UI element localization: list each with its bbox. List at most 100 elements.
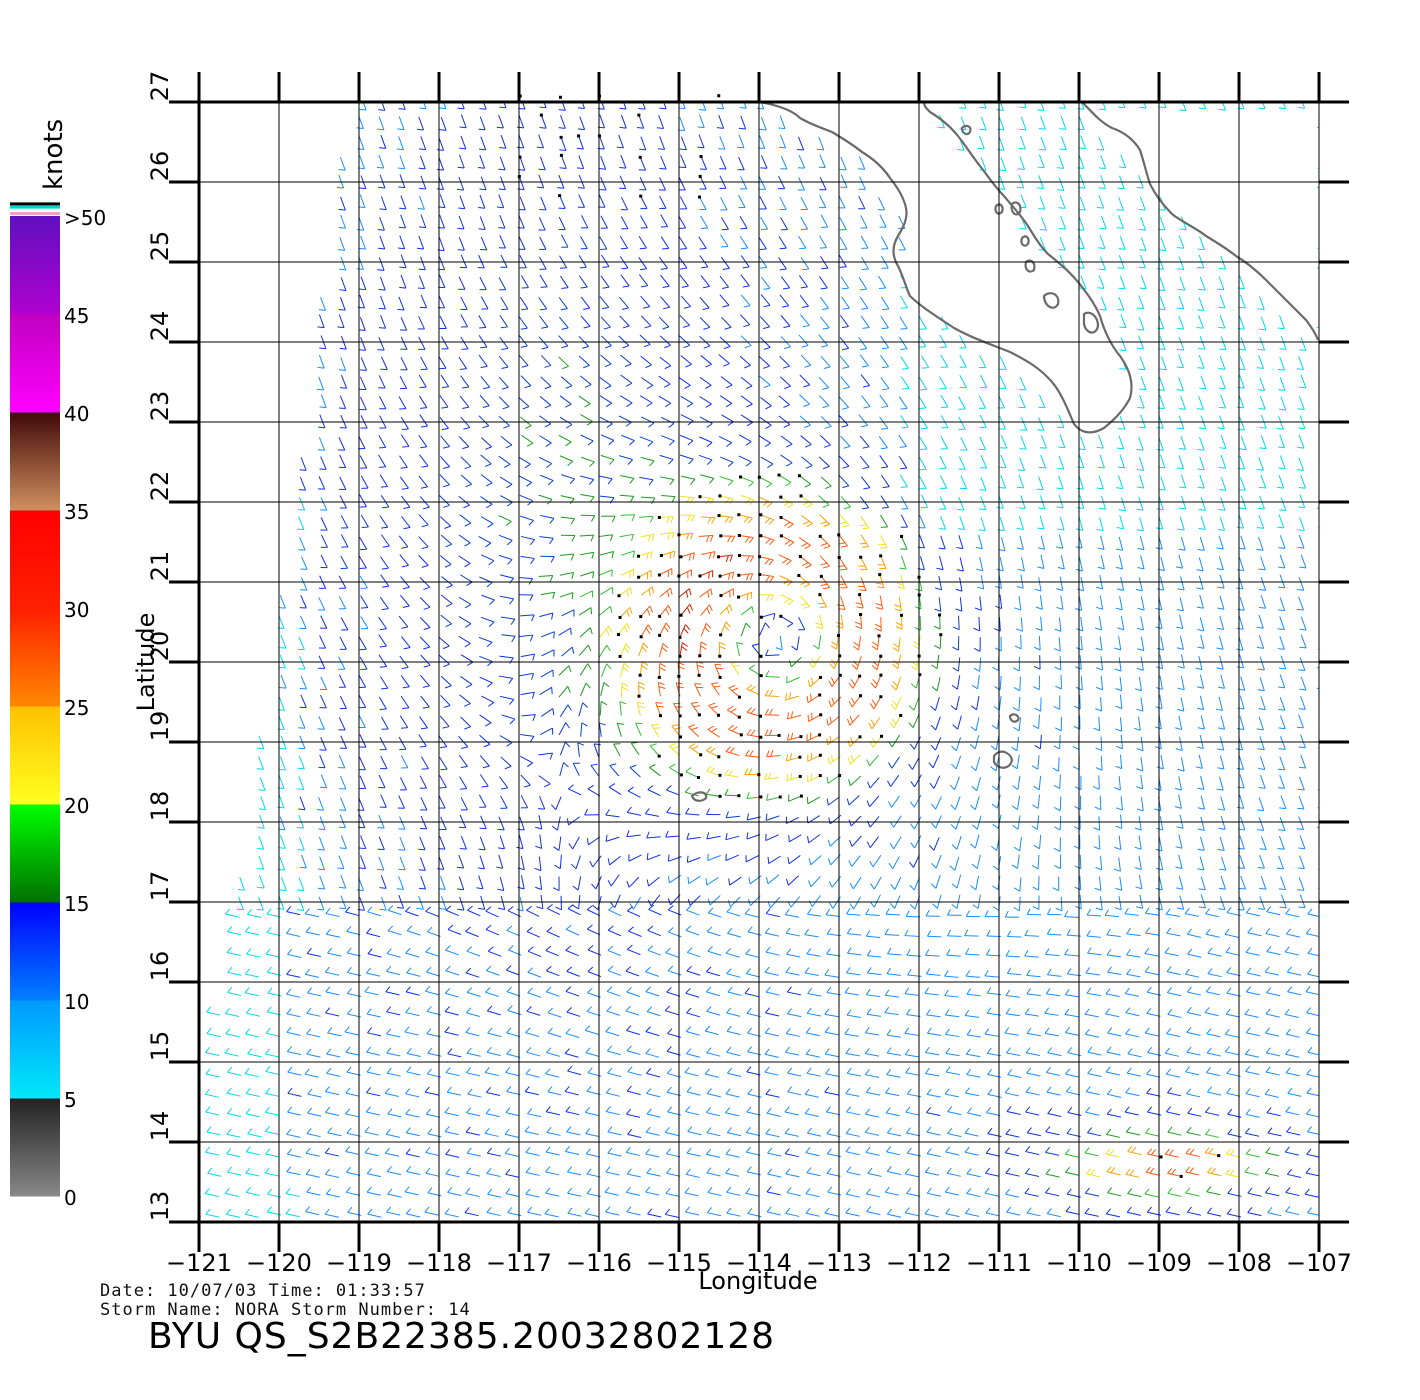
wind-barb-tick	[664, 344, 671, 349]
wind-barb	[419, 617, 431, 628]
wind-barb-tick	[788, 541, 795, 547]
wind-barb-tick	[1118, 427, 1126, 430]
wind-barb	[758, 176, 766, 190]
wind-barb-tick	[246, 1007, 252, 1014]
wind-barb-tick	[1320, 548, 1327, 549]
wind-barb	[613, 743, 621, 757]
wind-barb	[880, 555, 887, 569]
wind-barb-tick	[629, 496, 635, 503]
wind-barb	[1100, 697, 1103, 712]
wind-barb	[688, 875, 701, 885]
wind-barb	[419, 414, 428, 427]
wind-barb	[418, 235, 425, 250]
wind-barb	[744, 992, 759, 998]
wind-barb-tick	[971, 824, 978, 830]
wind-barb-tick	[1086, 930, 1091, 937]
wind-barb	[578, 275, 588, 288]
wind-barb	[458, 154, 465, 169]
wind-barb	[686, 970, 701, 976]
wind-barb-tick	[1218, 887, 1226, 890]
wind-barb-tick	[1319, 467, 1326, 468]
wind-barb-tick	[1297, 408, 1305, 411]
wind-barb	[804, 934, 819, 938]
wind-barb-tick	[1299, 646, 1307, 649]
wind-barb-tick	[1032, 724, 1039, 730]
wind-barb-tick	[486, 641, 493, 648]
wind-barb-tick	[539, 308, 547, 311]
wind-barb-tick	[846, 908, 851, 915]
wind-barb-tick	[526, 905, 533, 911]
wind-barb-tick	[900, 486, 908, 488]
wind-barb-tick	[439, 129, 447, 131]
wind-barb-tick	[861, 307, 868, 310]
wind-barb-tick	[405, 906, 411, 912]
wind-barb-tick	[629, 587, 632, 595]
wind-barb-tick	[299, 469, 307, 471]
wind-barb-tick	[457, 888, 464, 891]
wind-barb	[379, 174, 386, 189]
wind-barb-tick	[768, 729, 773, 736]
wind-barb	[558, 335, 569, 347]
wind-barb	[1266, 992, 1281, 997]
wind-barb-tick	[886, 1029, 892, 1036]
wind-barb-tick	[801, 344, 809, 348]
wind-barb	[1037, 794, 1040, 809]
wind-barb-tick	[298, 489, 306, 491]
wind-barb-tick	[746, 1007, 752, 1014]
wind-barb-tick	[419, 745, 427, 748]
wind-barb-tick	[1258, 568, 1266, 571]
wind-barb	[227, 971, 242, 976]
wind-barb-tick	[868, 722, 873, 730]
wind-barb	[1120, 337, 1127, 351]
wind-barb-tick	[824, 1048, 830, 1055]
wind-barb	[913, 854, 920, 868]
wind-barb-tick	[944, 1009, 950, 1016]
wind-barb-tick	[894, 608, 902, 612]
wind-barb-tick	[979, 489, 987, 491]
wind-barb-tick	[803, 403, 810, 407]
wind-barb-tick	[1054, 826, 1061, 831]
wind-barb	[960, 116, 967, 130]
wind-barb-tick	[306, 1028, 312, 1035]
wind-barb-tick	[226, 946, 232, 953]
wind-barb	[359, 455, 368, 469]
wind-barb-tick	[784, 540, 791, 545]
wind-barb-tick	[841, 424, 849, 428]
wind-barb-tick	[625, 1005, 631, 1012]
wind-barb-tick	[629, 477, 635, 484]
wind-barb	[720, 197, 728, 211]
wind-barb-tick	[766, 594, 770, 602]
wind-barb	[1119, 515, 1125, 529]
wind-barb-tick	[1010, 746, 1018, 752]
wind-barb	[807, 754, 821, 762]
wind-barb-tick	[611, 551, 614, 559]
wind-barb	[1206, 1033, 1221, 1038]
wind-barb	[1321, 297, 1326, 310]
wind-barb-tick	[657, 705, 664, 708]
wind-barb	[499, 235, 506, 249]
wind-barb	[580, 514, 595, 517]
wind-barb	[1039, 515, 1045, 530]
wind-barb-tick	[420, 446, 427, 449]
wind-barb-tick	[607, 945, 614, 951]
wind-barb	[1084, 1013, 1099, 1018]
wind-barb	[1040, 115, 1046, 130]
wind-barb-tick	[900, 467, 907, 470]
wind-barb	[1199, 856, 1205, 871]
wind-barb	[599, 701, 602, 716]
wind-barb	[780, 594, 794, 602]
wind-barb-tick	[366, 967, 372, 974]
wind-barb-tick	[1056, 167, 1064, 169]
wind-barb	[1187, 933, 1202, 938]
wind-barb-tick	[775, 647, 783, 651]
wind-barb-tick	[561, 327, 569, 330]
wind-barb	[860, 476, 871, 488]
wind-barb-tick	[643, 306, 650, 309]
wind-barb-tick	[1218, 387, 1226, 390]
wind-barb	[1078, 155, 1085, 169]
wind-barb-tick	[1279, 509, 1287, 512]
wind-barb-tick	[1217, 427, 1225, 430]
wind-barb-tick	[970, 804, 976, 811]
wind-barb	[608, 929, 622, 937]
wind-barb-tick	[531, 614, 535, 622]
